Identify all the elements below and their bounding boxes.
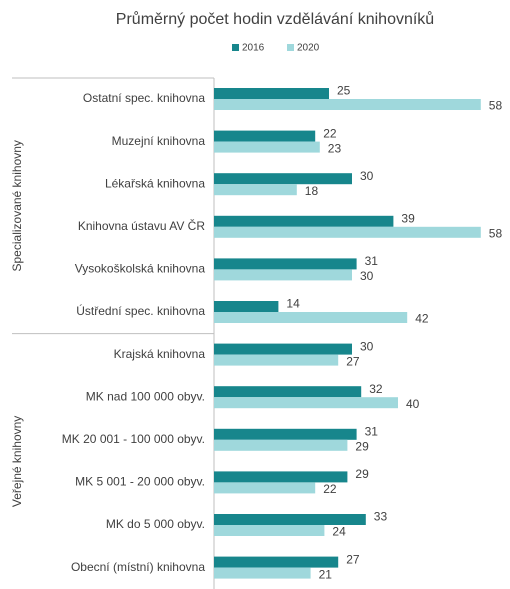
category-label: Ostatní spec. knihovna (83, 91, 205, 105)
data-label: 30 (360, 339, 374, 353)
bar (214, 269, 352, 281)
bar (214, 99, 481, 110)
bar (214, 354, 339, 366)
category-label: Lékařská knihovna (105, 176, 205, 190)
data-label: 24 (332, 525, 346, 539)
category-label: MK nad 100 000 obyv. (86, 389, 205, 403)
bar (214, 471, 348, 483)
data-label: 33 (374, 510, 388, 524)
data-label: 14 (286, 297, 300, 311)
data-label: 23 (328, 141, 342, 155)
group-label: Specializované knihovny (10, 140, 24, 271)
bar (214, 386, 362, 398)
data-label: 29 (355, 439, 369, 453)
data-label: 27 (346, 552, 360, 566)
data-label: 18 (305, 184, 319, 198)
bar (214, 482, 316, 494)
legend-swatch (232, 44, 239, 51)
data-label: 31 (365, 254, 379, 268)
data-label: 40 (406, 397, 420, 411)
data-label: 29 (355, 467, 369, 481)
bar (214, 312, 408, 323)
data-label: 42 (415, 312, 429, 326)
data-label: 58 (489, 226, 503, 240)
bar (214, 141, 320, 153)
data-label: 30 (360, 169, 374, 183)
data-label: 21 (319, 567, 333, 581)
bar (214, 184, 297, 196)
bar (214, 428, 357, 440)
legend-label: 2020 (297, 43, 320, 54)
bar (214, 397, 398, 409)
data-label: 39 (401, 211, 415, 225)
data-label: 22 (323, 482, 337, 496)
data-label: 32 (369, 382, 383, 396)
category-label: MK do 5 000 obyv. (106, 517, 205, 531)
category-label: MK 20 001 - 100 000 obyv. (62, 432, 205, 446)
data-label: 22 (323, 126, 337, 140)
category-label: Muzejní knihovna (112, 134, 206, 148)
chart-title: Průměrný počet hodin vzdělávání knihovní… (116, 10, 434, 28)
category-label: Krajská knihovna (114, 347, 206, 361)
data-label: 31 (365, 424, 379, 438)
bar (214, 514, 366, 525)
bar (214, 525, 325, 536)
bar (214, 343, 352, 355)
bar (214, 567, 311, 579)
bar (214, 215, 394, 227)
legend-label: 2016 (242, 43, 265, 54)
data-label: 30 (360, 269, 374, 283)
category-label: Obecní (místní) knihovna (71, 560, 205, 574)
data-label: 25 (337, 84, 351, 98)
bar (214, 130, 316, 142)
bar (214, 556, 339, 568)
bar (214, 439, 348, 451)
bar (214, 258, 357, 270)
category-label: Ústřední spec. knihovna (76, 303, 205, 318)
bar (214, 301, 279, 312)
data-label: 27 (346, 354, 360, 368)
data-label: 58 (489, 99, 503, 113)
category-label: MK 5 001 - 20 000 obyv. (75, 475, 205, 489)
category-label: Knihovna ústavu AV ČR (78, 218, 206, 233)
bar (214, 173, 352, 185)
group-label: Veřejné knihovny (10, 416, 24, 507)
legend-swatch (287, 44, 294, 51)
bar (214, 88, 329, 99)
bar (214, 226, 481, 238)
category-label: Vysokoškolská knihovna (75, 262, 206, 276)
